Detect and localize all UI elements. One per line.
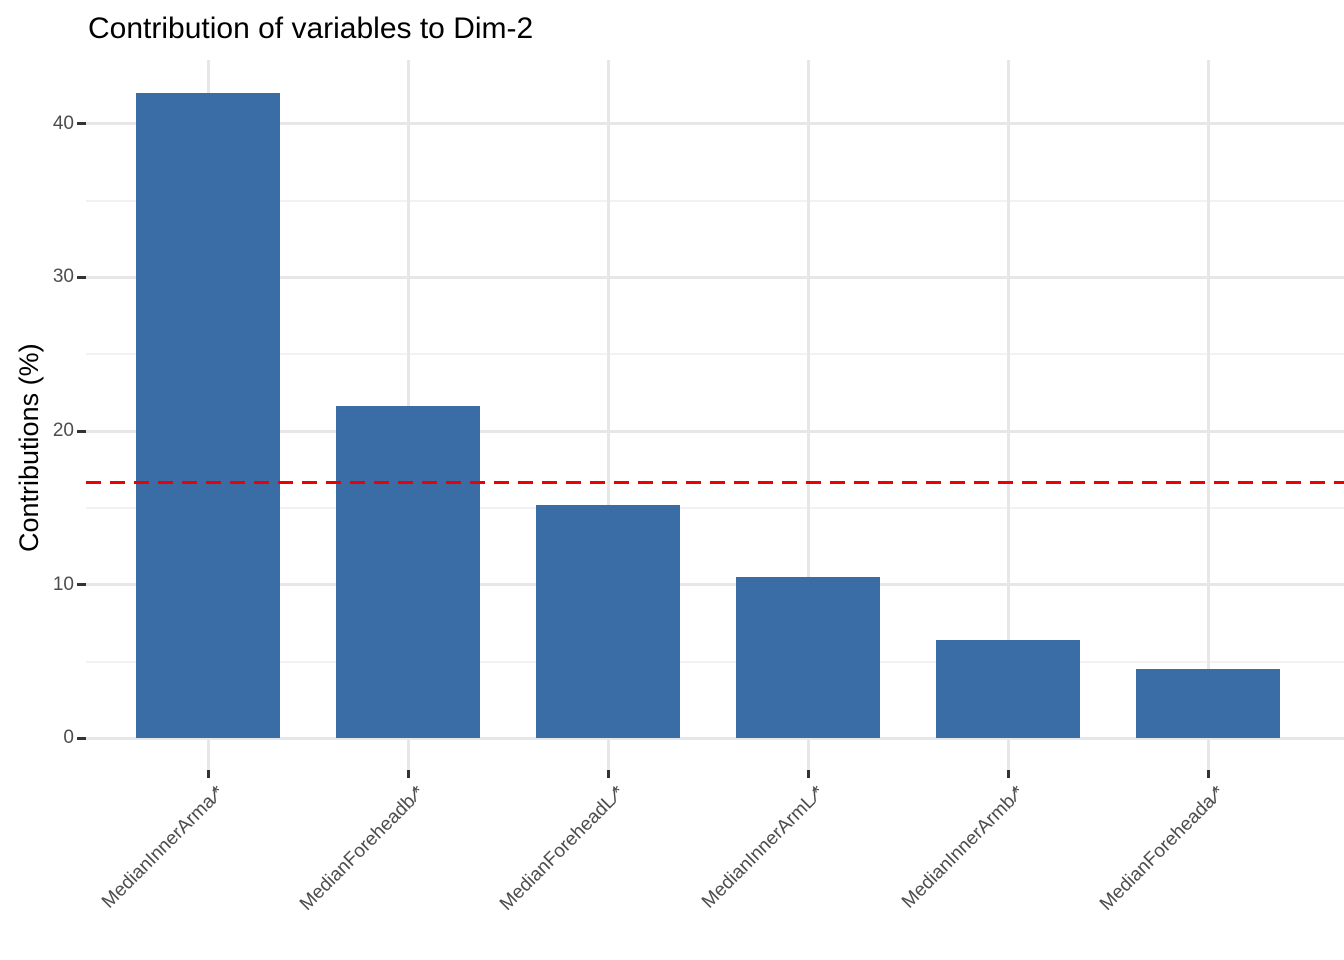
x-tick-label: MedianInnerArmb/* — [898, 782, 1029, 913]
x-axis-tick — [406, 770, 410, 779]
y-tick-label: 10 — [52, 573, 74, 595]
y-axis-title: Contributions (%) — [14, 343, 44, 552]
gridline-major — [86, 275, 1344, 279]
x-label-variable: MedianInnerArmL — [698, 790, 820, 913]
y-axis-tick — [77, 122, 86, 126]
x-label-variable: MedianInnerArmb — [898, 790, 1020, 913]
x-tick-label: MedianForeheada/* — [1096, 782, 1230, 916]
gridline-minor — [86, 506, 1344, 509]
y-tick-label: 20 — [52, 420, 74, 442]
gridline-major — [86, 429, 1344, 433]
y-tick-label: 0 — [63, 727, 74, 749]
gridline-vertical — [606, 60, 610, 770]
x-tick-label: MedianInnerArma/* — [98, 782, 229, 913]
plot-panel — [86, 60, 1344, 770]
x-axis-tick — [1206, 770, 1210, 779]
bar — [536, 504, 680, 739]
gridline-vertical — [806, 60, 810, 770]
x-tick-label: MedianInnerArmL/* — [698, 782, 829, 913]
gridline-minor — [86, 199, 1344, 202]
gridline-major — [86, 122, 1344, 126]
gridline-vertical — [1006, 60, 1010, 770]
y-tick-label: 40 — [52, 112, 74, 134]
y-axis-tick — [77, 583, 86, 587]
gridline-vertical — [1206, 60, 1210, 770]
x-axis-tick — [806, 770, 810, 779]
gridline-major — [86, 583, 1344, 587]
gridline-minor — [86, 353, 1344, 356]
bar — [136, 93, 280, 739]
x-axis-tick — [206, 770, 210, 779]
bar — [736, 576, 880, 739]
y-axis-tick — [77, 275, 86, 279]
x-label-variable: MedianForeheadL — [495, 790, 620, 915]
reference-line — [86, 480, 1344, 484]
x-label-variable: MedianForeheadb — [295, 790, 420, 915]
x-tick-label: MedianForeheadL/* — [496, 782, 630, 916]
y-axis-tick — [77, 429, 86, 433]
chart-title: Contribution of variables to Dim-2 — [88, 12, 534, 45]
x-label-variable: MedianForeheada — [1095, 790, 1220, 915]
x-axis-tick — [606, 770, 610, 779]
y-axis-tick — [77, 736, 86, 740]
bar — [1136, 669, 1280, 739]
bar — [936, 639, 1080, 739]
bar — [336, 406, 480, 739]
gridline-minor — [86, 660, 1344, 663]
gridline-major — [86, 736, 1344, 740]
x-label-variable: MedianInnerArma — [98, 790, 220, 913]
y-tick-label: 30 — [52, 266, 74, 288]
x-axis-tick — [1006, 770, 1010, 779]
x-tick-label: MedianForeheadb/* — [296, 782, 430, 916]
